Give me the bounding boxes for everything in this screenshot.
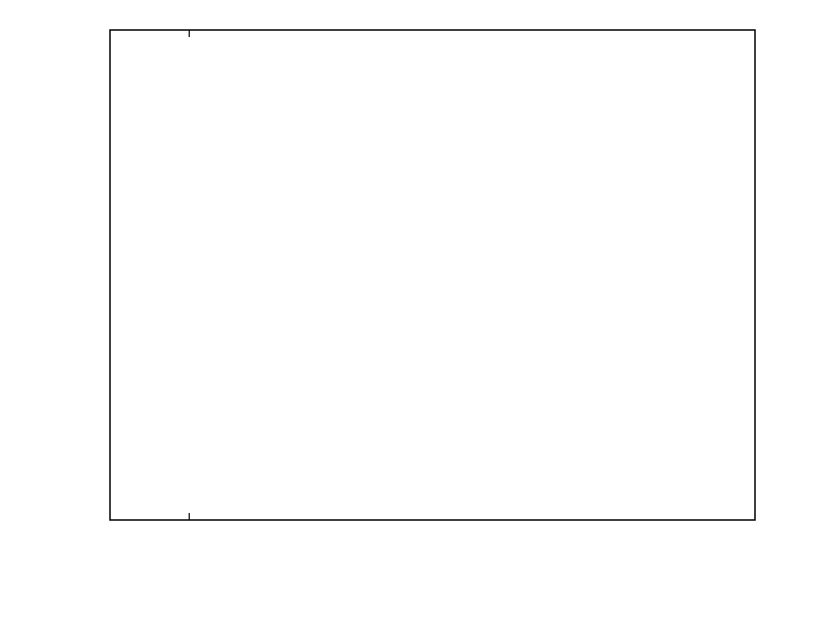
plot-frame <box>110 30 755 520</box>
tga-chart <box>0 0 827 633</box>
